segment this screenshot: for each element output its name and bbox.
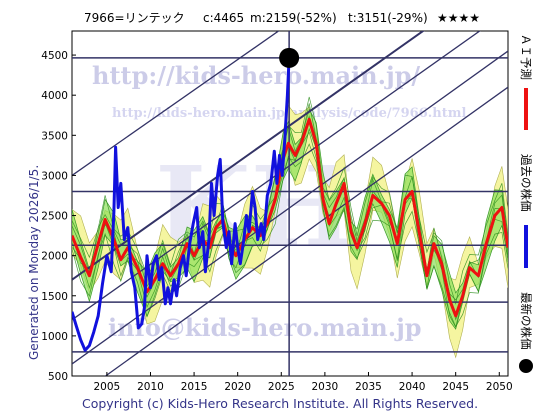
y-tick-label: 2500: [41, 211, 68, 223]
y-tick-label: 3000: [41, 170, 68, 182]
y-tick-label: 3500: [41, 130, 68, 142]
legend-label-latest: 最新の株価: [519, 292, 533, 350]
x-tick-label: 2040: [399, 381, 426, 393]
x-tick-label: 2030: [312, 381, 339, 393]
x-tick-label: 2015: [181, 381, 208, 393]
copyright-notice: Copyright (c) Kids-Hero Research Institu…: [82, 396, 478, 411]
x-tick-label: 2005: [94, 381, 121, 393]
legend-label-historical: 過去の株価: [519, 154, 533, 212]
y-tick-label: 2000: [41, 251, 68, 263]
x-tick-label: 2020: [224, 381, 251, 393]
channel-line-1: [72, 31, 425, 281]
mid-target: m:2159(-52%): [250, 11, 337, 25]
plot-area: [71, 30, 509, 377]
channel-line-2: [72, 31, 481, 321]
channel-line-0: [72, 31, 280, 176]
historical-price-line: [72, 57, 291, 352]
legend: ＡＩ予測 過去の株価 最新の株価: [519, 34, 533, 373]
target: t:3151(-29%): [348, 11, 428, 25]
channel-line-4: [104, 86, 508, 376]
watermark-top: http://kids-hero.main.jp/: [92, 61, 420, 90]
latest-marker-layer: [279, 47, 300, 68]
code-name: 7966=リンテック: [84, 11, 185, 25]
y-tick-label: 4500: [41, 50, 68, 62]
series-layer: [72, 57, 508, 352]
x-tick-label: 2035: [355, 381, 382, 393]
x-tick-label: 2025: [268, 381, 295, 393]
legend-swatch-latest: [519, 359, 533, 373]
y-tick-label: 1500: [41, 291, 68, 303]
band-path-0: [72, 143, 508, 328]
chart-header: 7966=リンテック c:4465 m:2159(-52%) t:3151(-2…: [84, 11, 480, 25]
generated-date-label: Generated on Monday 2026/1/5.: [27, 165, 41, 360]
x-tick-label: 2050: [486, 381, 513, 393]
latest-price-marker: [279, 47, 300, 68]
axis-ticks: 2005 2010 2015 2020 2025 2030 2035 2040 2045 2050…: [41, 50, 512, 393]
legend-label-forecast: ＡＩ予測: [519, 34, 533, 80]
current-price: c:4465: [203, 11, 244, 25]
y-tick-label: 1000: [41, 331, 68, 343]
x-tick-label: 2045: [442, 381, 469, 393]
rating-stars: ★★★★: [437, 11, 480, 25]
y-tick-label: 4000: [41, 90, 68, 102]
y-tick-label: 500: [48, 371, 68, 383]
x-tick-label: 2010: [137, 381, 164, 393]
